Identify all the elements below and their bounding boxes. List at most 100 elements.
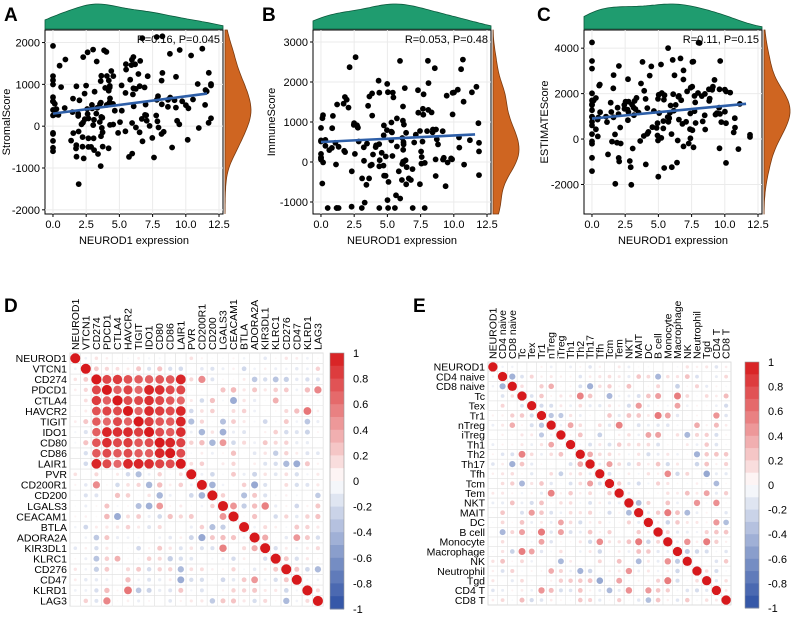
correlation-circle	[263, 493, 268, 498]
data-point	[672, 102, 679, 108]
row-label: Neutrophil	[437, 566, 485, 578]
correlation-circle	[210, 503, 215, 509]
data-point	[50, 43, 56, 49]
correlation-circle	[294, 430, 299, 435]
correlation-circle	[492, 404, 494, 407]
correlation-circle	[305, 451, 310, 456]
data-point	[348, 203, 355, 210]
correlation-circle	[221, 557, 225, 561]
correlation-circle	[587, 451, 593, 458]
data-point	[449, 111, 456, 118]
correlation-circle	[177, 566, 184, 573]
correlation-circle	[705, 424, 708, 427]
data-point	[617, 124, 624, 131]
correlation-circle	[242, 377, 246, 381]
data-point	[403, 129, 409, 136]
correlation-circle	[284, 546, 288, 550]
correlation-circle	[264, 410, 267, 412]
correlation-circle	[316, 483, 320, 487]
correlation-circle	[530, 366, 533, 368]
column-label: NKT	[623, 337, 635, 359]
correlation-circle	[112, 438, 123, 448]
correlation-circle	[666, 550, 670, 553]
correlation-circle	[578, 597, 583, 603]
correlation-circle	[588, 404, 592, 408]
correlation-circle	[724, 540, 728, 544]
correlation-circle	[148, 536, 151, 539]
correlation-circle	[540, 520, 543, 524]
correlation-circle	[137, 599, 141, 603]
correlation-circle	[305, 546, 309, 550]
data-point	[655, 173, 662, 180]
correlation-circle	[715, 550, 718, 553]
correlation-circle	[252, 587, 258, 593]
correlation-circle	[636, 529, 641, 535]
data-point	[73, 83, 80, 90]
data-point	[658, 135, 665, 141]
data-point	[420, 91, 427, 98]
colorbar-segment	[330, 596, 344, 610]
data-point	[352, 54, 359, 61]
correlation-circle	[499, 383, 506, 390]
correlation-circle	[83, 461, 89, 467]
correlation-circle	[114, 513, 121, 520]
data-point	[388, 128, 395, 135]
correlation-circle	[221, 568, 225, 571]
correlation-circle	[147, 525, 152, 530]
y-tick-label: 2000	[284, 77, 308, 89]
data-point	[98, 114, 105, 120]
column-label: CD274	[91, 317, 103, 350]
correlation-circle	[497, 371, 508, 382]
data-point	[722, 108, 728, 115]
correlation-circle	[190, 589, 193, 592]
correlation-circle	[546, 420, 556, 430]
correlation-circle	[272, 397, 279, 404]
correlation-circle	[232, 494, 235, 497]
data-point	[432, 156, 439, 163]
correlation-circle	[510, 530, 515, 535]
data-point	[137, 58, 144, 64]
correlation-circle	[704, 569, 709, 573]
correlation-circle	[656, 423, 660, 427]
correlation-circle	[168, 578, 172, 582]
correlation-circle	[137, 578, 140, 582]
correlation-circle	[126, 483, 130, 487]
colorbar-segment	[330, 506, 344, 520]
correlation-circle	[714, 539, 719, 544]
colorbar-segment	[330, 429, 344, 444]
data-point	[375, 77, 382, 84]
correlation-circle	[274, 357, 277, 360]
correlation-circle	[251, 376, 258, 383]
data-point	[56, 62, 63, 69]
correlation-circle	[127, 357, 129, 360]
data-point	[361, 157, 367, 164]
data-point	[75, 113, 82, 119]
correlation-circle	[241, 588, 247, 593]
correlation-circle	[135, 502, 142, 510]
correlation-circle	[500, 598, 505, 602]
correlation-circle	[304, 429, 310, 435]
data-point	[98, 125, 105, 131]
data-point	[122, 90, 129, 96]
correlation-circle	[123, 417, 133, 426]
correlation-circle	[655, 392, 662, 400]
correlation-circle	[93, 566, 100, 572]
correlation-circle	[281, 564, 292, 575]
data-point	[138, 116, 145, 122]
correlation-circle	[316, 462, 320, 466]
correlation-circle	[92, 417, 101, 426]
data-point	[444, 159, 451, 166]
correlation-circle	[577, 567, 584, 575]
correlation-circle	[491, 559, 495, 563]
correlation-circle	[242, 398, 246, 403]
data-point	[475, 120, 482, 127]
data-point	[142, 101, 149, 108]
correlation-circle	[144, 384, 155, 395]
data-point	[53, 106, 60, 112]
colorbar-tick-label: 0	[768, 480, 774, 492]
correlation-circle	[615, 421, 623, 429]
correlation-circle	[549, 598, 553, 602]
correlation-circle	[209, 524, 216, 531]
correlation-circle	[695, 374, 699, 379]
correlation-circle	[655, 481, 661, 486]
